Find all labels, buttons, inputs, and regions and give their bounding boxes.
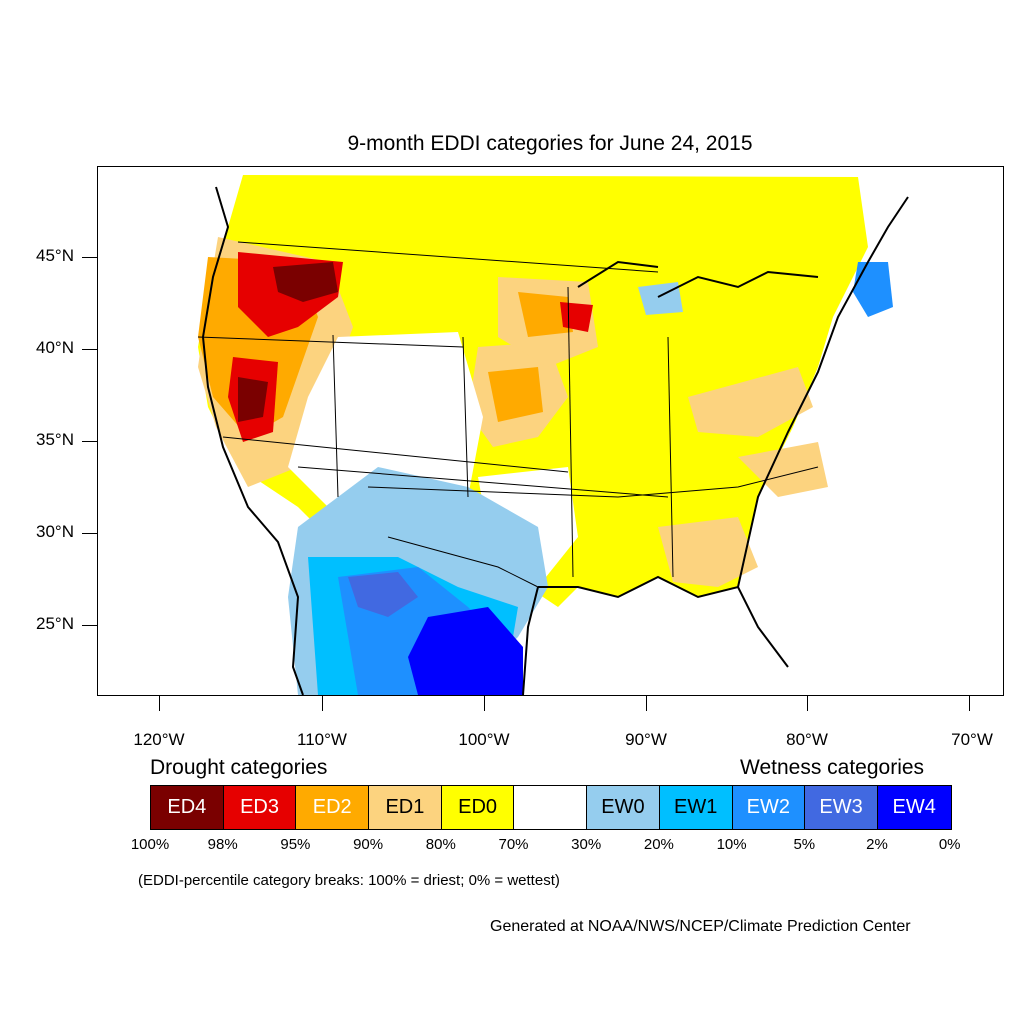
legend-break-label: 2% xyxy=(866,836,888,853)
lat-label-25: 25°N xyxy=(36,614,74,633)
legend-break-label: 20% xyxy=(643,836,674,853)
lat-tick-25 xyxy=(82,625,97,626)
lon-label-70: 70°W xyxy=(951,730,993,749)
ed4-nv-region xyxy=(238,377,268,422)
legend-break-label: 90% xyxy=(353,836,384,853)
legend-break-label: 5% xyxy=(793,836,816,853)
legend-swatch-ew3: EW3 xyxy=(805,786,878,829)
legend-swatch-neutral xyxy=(514,786,588,829)
ed4-idaho-region xyxy=(273,262,338,302)
lon-label-110: 110°W xyxy=(297,730,347,749)
ew-maine-region xyxy=(853,262,893,317)
legend-break-label: 95% xyxy=(280,836,311,853)
lat-label-35: 35°N xyxy=(36,430,74,449)
legend-break-label: 0% xyxy=(938,836,961,853)
legend-swatch-ed1: ED1 xyxy=(369,786,442,829)
lon-label-80: 80°W xyxy=(786,730,828,749)
map-title: 9-month EDDI categories for June 24, 201… xyxy=(347,132,753,155)
legend-swatch-ew1: EW1 xyxy=(659,786,733,829)
ed1-ne-region xyxy=(738,442,828,497)
legend-colorbar: ED4 ED3 ED2 ED1 ED0 EW0 EW1 EW2 EW3 EW4 xyxy=(150,785,952,830)
breaks-note: (EDDI-percentile category breaks: 100% =… xyxy=(138,872,560,889)
legend-swatch-ew2: EW2 xyxy=(732,786,806,829)
legend-break-label: 10% xyxy=(716,836,747,853)
lon-tick-90 xyxy=(646,696,647,711)
lon-tick-100 xyxy=(484,696,485,711)
legend-swatch-ed2: ED2 xyxy=(296,786,370,829)
conus-map xyxy=(197,175,909,695)
ed1-southeast-region xyxy=(658,517,758,587)
lon-tick-110 xyxy=(322,696,323,711)
legend-break-label: 30% xyxy=(571,836,602,853)
legend-break-label: 80% xyxy=(425,836,456,853)
legend-swatch-ew4: EW4 xyxy=(877,786,951,829)
ed2-dakota-region xyxy=(518,292,573,337)
lon-tick-120 xyxy=(159,696,160,711)
ed1-ohio-region xyxy=(688,367,813,437)
legend-break-label: 98% xyxy=(207,836,238,853)
lon-tick-80 xyxy=(807,696,808,711)
credit-text: Generated at NOAA/NWS/NCEP/Climate Predi… xyxy=(490,918,911,935)
lat-tick-30 xyxy=(82,533,97,534)
legend-swatch-ed4: ED4 xyxy=(151,786,224,829)
lat-tick-45 xyxy=(82,257,97,258)
drought-heading: Drought categories xyxy=(150,756,328,779)
legend-break-label: 70% xyxy=(498,836,529,853)
legend-swatch-ew0: EW0 xyxy=(587,786,660,829)
legend-swatch-ed3: ED3 xyxy=(223,786,297,829)
lat-label-30: 30°N xyxy=(36,522,74,541)
map-panel xyxy=(97,166,1004,696)
lat-tick-40 xyxy=(82,349,97,350)
lat-label-40: 40°N xyxy=(36,338,74,357)
lat-tick-35 xyxy=(82,441,97,442)
ew3-region xyxy=(348,572,418,617)
ew4-region xyxy=(408,607,523,695)
lon-label-120: 120°W xyxy=(133,730,185,749)
lon-label-90: 90°W xyxy=(625,730,667,749)
legend-swatch-ed0: ED0 xyxy=(441,786,515,829)
wetness-heading: Wetness categories xyxy=(740,756,925,779)
state-borders xyxy=(197,241,819,588)
ed2-plains-region xyxy=(488,367,543,422)
lon-label-100: 100°W xyxy=(458,730,510,749)
legend-break-label: 100% xyxy=(130,836,170,853)
lon-tick-70 xyxy=(969,696,970,711)
lat-label-45: 45°N xyxy=(36,246,74,265)
coastlines xyxy=(201,186,909,695)
